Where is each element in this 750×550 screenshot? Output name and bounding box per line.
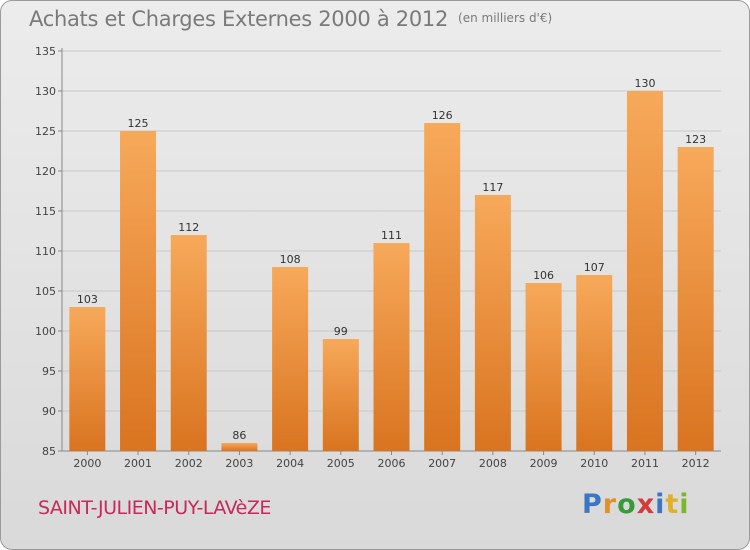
data-labels: 103 125 112 86 108 99 111 126 117 106 107 130 123 bbox=[77, 77, 706, 442]
bar-2002 bbox=[170, 235, 207, 451]
bar-2006 bbox=[373, 243, 410, 451]
x-tick-label-2002: 2002 bbox=[175, 457, 203, 470]
data-label-2008: 117 bbox=[482, 181, 503, 194]
bar-2004 bbox=[272, 267, 309, 451]
x-tick-label-2001: 2001 bbox=[124, 457, 152, 470]
bar-2007 bbox=[424, 123, 461, 451]
x-tick-label-2000: 2000 bbox=[73, 457, 101, 470]
chart-title-text: Achats et Charges Externes 2000 à 2012 bbox=[29, 7, 449, 31]
bar-2005 bbox=[322, 339, 359, 451]
y-tick-label: 105 bbox=[35, 285, 56, 298]
bar-2000 bbox=[69, 307, 106, 451]
x-tick-label-2003: 2003 bbox=[225, 457, 253, 470]
logo-letter: t bbox=[665, 489, 680, 520]
x-tick-label-2010: 2010 bbox=[580, 457, 608, 470]
chart-title-unit: (en milliers d'€) bbox=[458, 11, 553, 25]
data-label-2011: 130 bbox=[634, 77, 655, 90]
y-tick-label: 135 bbox=[35, 45, 56, 58]
data-label-2001: 125 bbox=[128, 117, 149, 130]
logo-letter: o bbox=[617, 489, 637, 520]
data-label-2010: 107 bbox=[584, 261, 605, 274]
data-label-2004: 108 bbox=[280, 253, 301, 266]
data-label-2003: 86 bbox=[232, 429, 246, 442]
y-tick-label: 85 bbox=[42, 445, 56, 458]
logo-letter: r bbox=[602, 489, 618, 520]
data-label-2002: 112 bbox=[178, 221, 199, 234]
data-label-2012: 123 bbox=[685, 133, 706, 146]
logo-letter: x bbox=[636, 489, 656, 520]
logo-letter: P bbox=[582, 489, 603, 520]
data-label-2007: 126 bbox=[432, 109, 453, 122]
x-tick-label-2011: 2011 bbox=[631, 457, 659, 470]
bars bbox=[69, 91, 714, 451]
x-tick-label-2005: 2005 bbox=[327, 457, 355, 470]
x-tick-label-2009: 2009 bbox=[530, 457, 558, 470]
data-label-2006: 111 bbox=[381, 229, 402, 242]
data-label-2005: 99 bbox=[334, 325, 348, 338]
y-tick-label: 110 bbox=[35, 245, 56, 258]
y-tick-label: 125 bbox=[35, 125, 56, 138]
bar-2010 bbox=[576, 275, 613, 451]
x-tick-label-2008: 2008 bbox=[479, 457, 507, 470]
bar-2003 bbox=[221, 443, 258, 451]
x-tick-label-2007: 2007 bbox=[428, 457, 456, 470]
x-tick-label-2006: 2006 bbox=[378, 457, 406, 470]
y-tick-label: 120 bbox=[35, 165, 56, 178]
logo-letter: i bbox=[655, 489, 666, 520]
x-tick-label-2004: 2004 bbox=[276, 457, 304, 470]
bar-2012 bbox=[677, 147, 714, 451]
chart-title: Achats et Charges Externes 2000 à 2012 (e… bbox=[29, 7, 552, 31]
y-tick-label: 100 bbox=[35, 325, 56, 338]
data-label-2000: 103 bbox=[77, 293, 98, 306]
x-tick-label-2012: 2012 bbox=[682, 457, 710, 470]
y-tick-label: 130 bbox=[35, 85, 56, 98]
logo-letter: i bbox=[679, 489, 690, 520]
y-tick-label: 90 bbox=[42, 405, 56, 418]
bar-2009 bbox=[525, 283, 562, 451]
bar-2008 bbox=[474, 195, 511, 451]
commune-name: SAINT-JULIEN-PUY-LAVèZE bbox=[38, 497, 271, 519]
bar-2001 bbox=[120, 131, 157, 451]
proxiti-logo[interactable]: Proxiti bbox=[582, 489, 690, 520]
data-label-2009: 106 bbox=[533, 269, 554, 282]
y-tick-label: 115 bbox=[35, 205, 56, 218]
y-tick-label: 95 bbox=[42, 365, 56, 378]
bar-2011 bbox=[626, 91, 663, 451]
